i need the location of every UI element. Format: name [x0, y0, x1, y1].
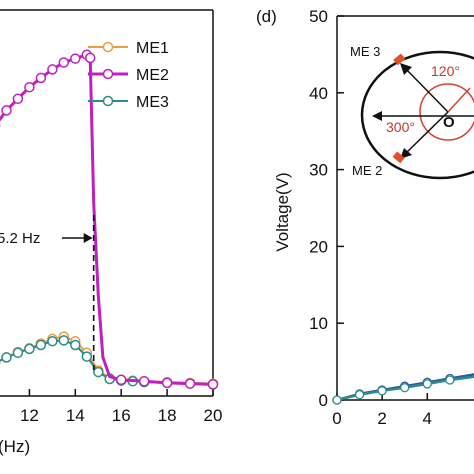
left-x-axis-title: (Hz) — [0, 437, 30, 456]
left-x-tick-label: 16 — [112, 406, 131, 425]
data-point-me2 — [207, 379, 219, 390]
inset-arrowhead-me3 — [400, 63, 412, 75]
data-point-me2 — [1, 105, 12, 116]
right-data-point — [332, 395, 342, 405]
legend: ME1 ME2 ME3 — [88, 40, 169, 111]
inset-label-me3: ME 3 — [350, 44, 380, 59]
annotation-arrowhead — [83, 233, 93, 243]
data-point-me2 — [115, 374, 127, 386]
right-x-tick-label: 4 — [423, 409, 432, 428]
legend-label-me2: ME2 — [136, 67, 169, 84]
inset-arrow-me2 — [402, 111, 449, 157]
inset-label-me2: ME 2 — [352, 163, 382, 178]
data-point-me2 — [84, 52, 96, 64]
right-y-tick-label: 40 — [309, 84, 328, 103]
data-point-me3 — [47, 335, 58, 347]
legend-marker-me2 — [102, 68, 114, 80]
right-y-tick-label: 20 — [309, 237, 328, 256]
right-y-tick-label: 0 — [319, 391, 328, 410]
data-point-me2 — [138, 376, 150, 387]
inset-arrow-me3 — [402, 65, 449, 113]
inset-ellipse — [360, 50, 474, 180]
right-y-tick-label: 50 — [309, 7, 328, 26]
right-data-point — [422, 379, 432, 389]
left-panel: 12 14 16 18 20 5.2 Hz (Hz) ME1 ME2 ME3 — [0, 9, 223, 456]
inset-inner-circle — [419, 83, 474, 141]
inset-angle-120: 120° — [431, 63, 460, 79]
right-y-axis-title: Voltage(V) — [273, 172, 292, 251]
data-point-me3 — [24, 343, 35, 355]
left-x-tick-label: 14 — [66, 406, 85, 425]
inset-electrode-me3 — [393, 53, 406, 66]
data-point-me2 — [12, 93, 24, 105]
legend-label-me1: ME1 — [136, 40, 169, 57]
data-point-me2 — [161, 377, 173, 389]
right-data-point — [377, 386, 387, 396]
data-point-me3 — [70, 339, 81, 351]
data-point-me3 — [58, 335, 70, 346]
data-point-me2 — [24, 81, 35, 93]
right-data-point — [354, 389, 365, 400]
data-point-me3 — [1, 352, 12, 363]
left-x-tick-label: 12 — [20, 406, 39, 425]
data-point-me2 — [58, 57, 70, 68]
right-x-tick-label: 0 — [332, 409, 341, 428]
inset-arrowhead-me2 — [400, 148, 412, 159]
legend-marker-me3 — [102, 95, 114, 107]
data-point-me2 — [35, 72, 47, 84]
inset-red-arc-line — [447, 87, 471, 113]
left-x-tick-label: 20 — [204, 406, 223, 425]
data-point-me3 — [12, 347, 24, 359]
inset-electrode-me2 — [392, 151, 405, 164]
right-data-point — [400, 383, 410, 393]
data-point-me2 — [70, 53, 81, 64]
inset-angle-300: 300° — [386, 119, 415, 135]
right-y-tick-label: 10 — [309, 314, 328, 333]
inset-left-arrowhead — [372, 111, 382, 121]
right-x-tick-label: 2 — [377, 409, 386, 428]
legend-label-me3: ME3 — [136, 94, 169, 111]
left-x-tick-label: 18 — [158, 406, 177, 425]
frequency-annotation: 5.2 Hz — [0, 230, 40, 247]
right-y-tick-label: 30 — [309, 161, 328, 180]
inset-origin-label: O — [443, 114, 455, 131]
data-point-me3 — [81, 351, 93, 362]
data-point-me3 — [93, 366, 104, 378]
inset-diagram: ME 3 ME 2 120° 300° O — [350, 44, 474, 180]
panel-label-d: (d) — [256, 7, 277, 26]
right-data-point — [445, 375, 455, 385]
data-point-me3 — [35, 339, 47, 351]
legend-marker-me1 — [102, 41, 114, 53]
data-point-me2 — [47, 64, 58, 75]
data-point-me2 — [184, 378, 196, 389]
right-panel: (d) 0 10 20 30 40 50 0 2 4 Voltage(V) ME 3 ME 2… — [256, 7, 474, 428]
